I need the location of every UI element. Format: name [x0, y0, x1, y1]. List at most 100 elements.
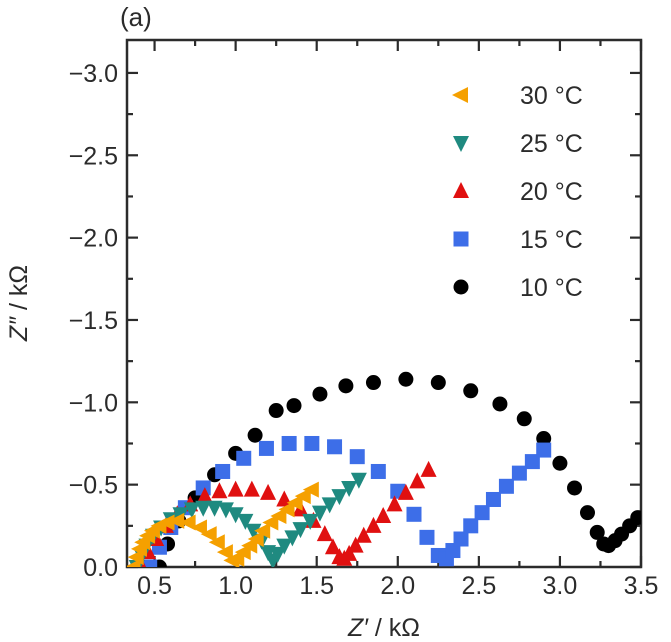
data-point [463, 518, 479, 534]
data-points [127, 371, 641, 567]
legend-item: 20 °C [453, 178, 583, 206]
data-point [302, 481, 319, 498]
data-point [474, 505, 490, 521]
x-tick-label: 2.5 [461, 572, 496, 600]
data-point [430, 375, 446, 391]
data-point [365, 375, 381, 391]
x-axis-label: Z′ / kΩ [347, 614, 420, 642]
data-point [331, 489, 348, 506]
data-point [350, 472, 367, 489]
data-point [552, 455, 568, 471]
data-point [227, 507, 244, 524]
data-point [338, 378, 354, 394]
data-point [227, 480, 244, 497]
y-tick-label: −2.0 [69, 225, 118, 253]
data-point [311, 505, 328, 522]
data-point [215, 463, 231, 479]
y-tick-labels: 0.0 −0.5 −1.0 −1.5 −2.0 −2.5 −3.0 [69, 60, 118, 582]
data-point [453, 531, 469, 547]
data-point [445, 543, 461, 559]
data-point [498, 478, 514, 494]
data-point [302, 513, 319, 530]
x-tick-label: 1.5 [299, 572, 334, 600]
data-point [236, 450, 252, 466]
data-point [341, 480, 358, 497]
data-point [179, 514, 196, 531]
data-point [485, 491, 501, 507]
x-tick-labels: 0.5 1.0 1.5 2.0 2.5 3.0 3.5 [137, 572, 658, 600]
data-point [341, 544, 358, 561]
data-point [398, 371, 414, 387]
data-point [386, 495, 403, 512]
y-tick-label: −1.5 [69, 307, 118, 335]
x-tick-label: 1.0 [218, 572, 253, 600]
legend-marker [453, 182, 469, 198]
y-tick-label: −1.0 [69, 389, 118, 417]
y-tick-label: −3.0 [69, 60, 118, 88]
data-point [195, 500, 212, 517]
data-point [375, 506, 392, 523]
data-point [312, 386, 328, 402]
data-point [269, 546, 286, 563]
data-point [278, 501, 295, 518]
legend-marker [453, 136, 469, 152]
data-point [206, 500, 223, 517]
data-point [321, 497, 338, 514]
x-tick-label: 3.5 [624, 572, 659, 600]
legend-item: 15 °C [453, 226, 583, 254]
x-axis-unit: / kΩ [368, 614, 420, 642]
data-point [365, 516, 382, 533]
data-point [406, 506, 422, 522]
plot-frame [125, 38, 643, 569]
data-point [286, 398, 302, 414]
data-point [419, 529, 435, 545]
y-tick-label: −0.5 [69, 472, 118, 500]
legend-label: 20 °C [520, 178, 583, 206]
data-point [304, 435, 320, 451]
data-point [217, 502, 234, 519]
data-point [276, 538, 293, 555]
axis-ticks [127, 40, 643, 569]
data-point [190, 519, 207, 536]
data-point [370, 463, 386, 479]
legend-item: 30 °C [452, 82, 583, 110]
data-point [216, 544, 233, 561]
data-point [516, 411, 532, 427]
legend-label: 15 °C [520, 226, 583, 254]
x-tick-label: 3.0 [543, 572, 578, 600]
data-point [589, 524, 605, 540]
data-point [327, 439, 343, 455]
data-point [409, 472, 426, 489]
y-axis-label: Z″ / kΩ [5, 265, 33, 342]
legend-marker [452, 87, 468, 103]
data-point [245, 523, 262, 540]
data-point [511, 465, 527, 481]
y-axis-var: Z″ [5, 316, 33, 342]
data-point [492, 396, 508, 412]
legend-item: 25 °C [453, 130, 583, 158]
legend-item: 10 °C [453, 274, 583, 302]
data-point [463, 383, 479, 399]
y-axis-unit: / kΩ [5, 265, 33, 317]
legend-marker [453, 279, 469, 295]
data-point [349, 449, 365, 465]
panel-label: (a) [120, 2, 152, 32]
data-point [262, 514, 279, 531]
data-point [142, 559, 158, 567]
data-point [294, 488, 311, 505]
data-point [281, 435, 297, 451]
data-point [630, 510, 641, 526]
data-point [286, 494, 303, 511]
data-point [247, 427, 263, 443]
data-point [243, 480, 260, 497]
x-axis-var: Z′ [347, 614, 369, 642]
x-tick-label: 2.0 [380, 572, 415, 600]
y-tick-label: −2.5 [69, 142, 118, 170]
series-group [151, 371, 641, 567]
data-point [200, 526, 217, 543]
data-point [254, 522, 271, 539]
data-point [316, 525, 333, 542]
legend: 30 °C 25 °C 20 °C 15 °C 10 °C [452, 82, 583, 302]
data-point [168, 512, 185, 529]
